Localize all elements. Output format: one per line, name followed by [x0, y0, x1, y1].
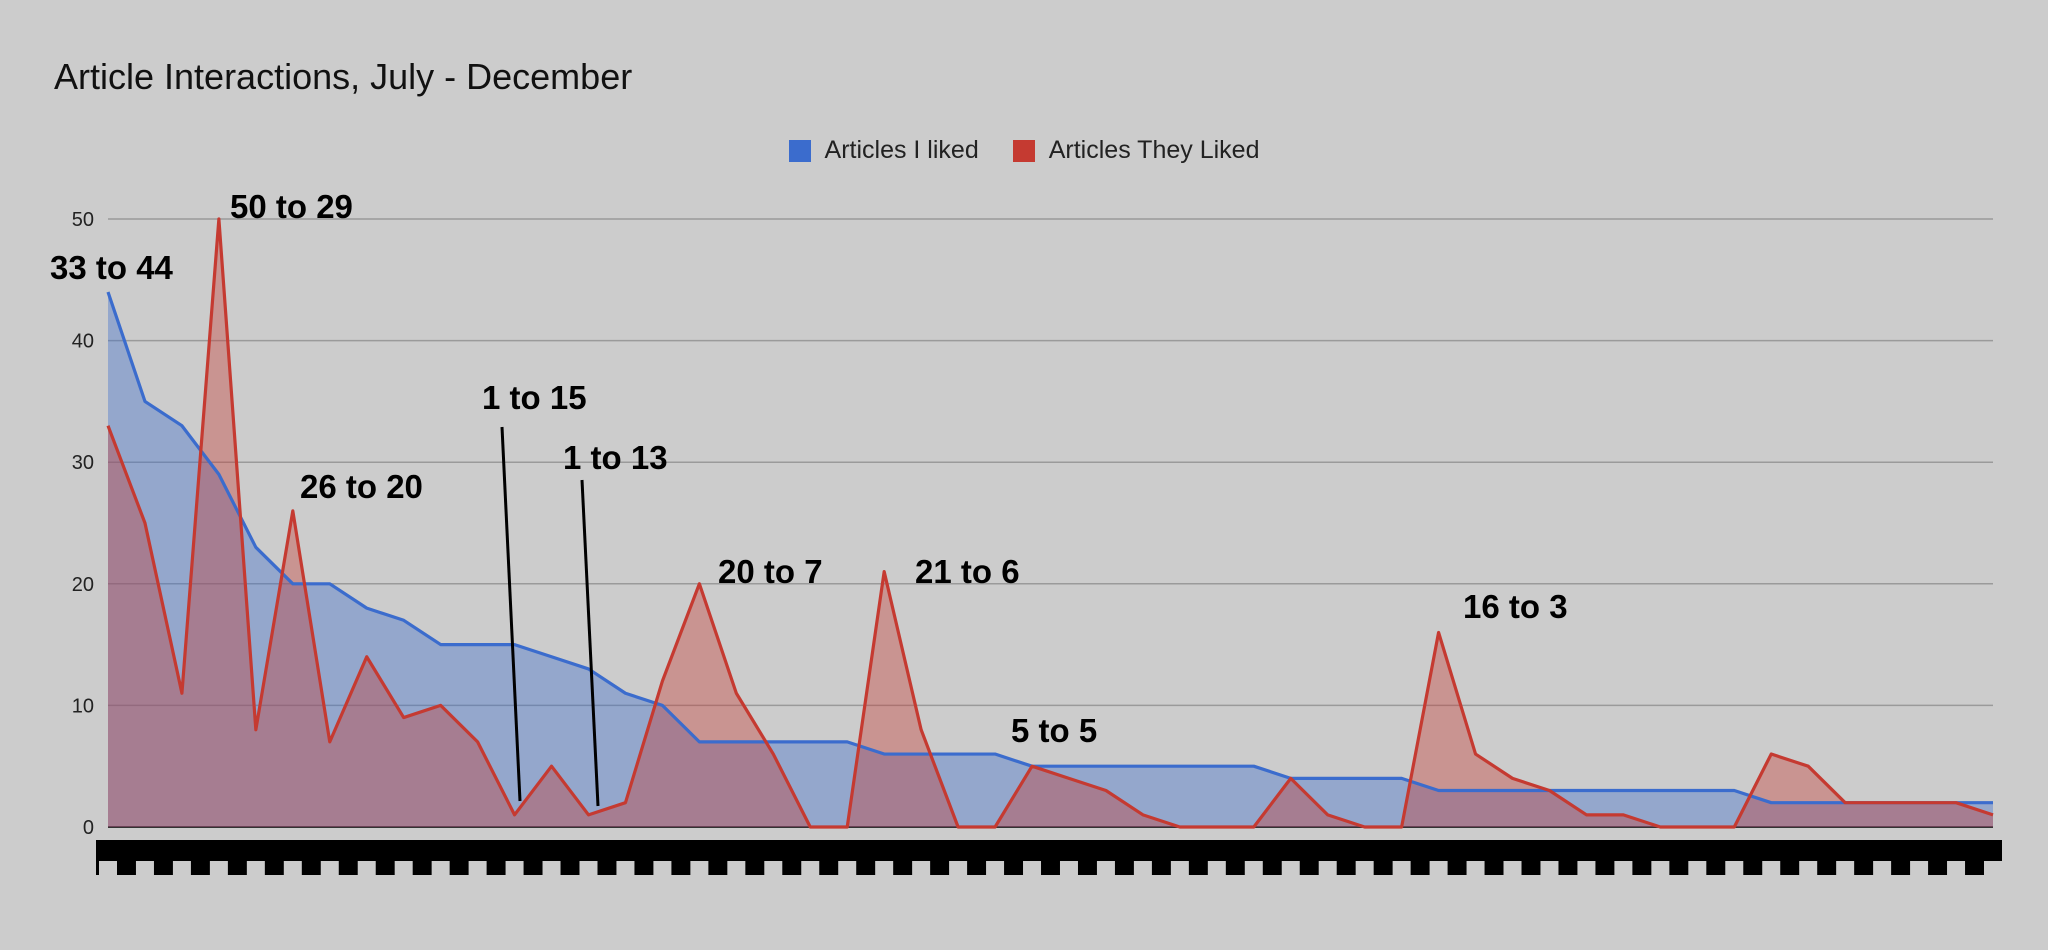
chart-title: Article Interactions, July - December: [54, 56, 633, 97]
legend-swatch-series-2: [1012, 139, 1035, 162]
y-tick-label-20: 20: [72, 574, 94, 596]
x-axis-tick-mark: [1023, 861, 1042, 875]
legend-label-series-2: Articles They Liked: [1048, 136, 1260, 164]
x-axis-tick-mark: [209, 861, 228, 875]
y-tick-label-0: 0: [83, 817, 94, 839]
annotation-label: 1 to 15: [482, 379, 587, 416]
x-axis-tick-mark: [1984, 861, 2002, 875]
x-axis-tick-mark: [1244, 861, 1263, 875]
x-axis-tick-mark: [579, 861, 598, 875]
x-axis-tick-mark: [394, 861, 413, 875]
x-axis-tick-mark: [1318, 861, 1337, 875]
y-tick-label-50: 50: [72, 209, 94, 231]
x-axis-tick-mark: [1799, 861, 1818, 875]
x-axis-tick-mark: [1392, 861, 1411, 875]
x-axis-tick-mark: [986, 861, 1005, 875]
legend-label-series-1: Articles I liked: [824, 136, 979, 164]
annotation-pointer-line: [580, 479, 600, 807]
x-axis-tick-mark: [1096, 861, 1115, 875]
x-axis-tick-mark: [1873, 861, 1892, 875]
x-axis-tick-mark: [1947, 861, 1966, 875]
x-axis-tick-mark: [135, 861, 154, 875]
series-1-line: [106, 291, 1993, 805]
annotation-label: 20 to 7: [718, 553, 823, 590]
x-axis-tick-mark: [1059, 861, 1078, 875]
x-axis-tick-mark: [1762, 861, 1781, 875]
x-axis-tick-mark: [1910, 861, 1929, 875]
x-axis-tick-mark: [505, 861, 524, 875]
annotation-label: 1 to 13: [563, 439, 668, 476]
x-axis-tick-mark: [1355, 861, 1374, 875]
y-tick-label-10: 10: [72, 695, 94, 717]
x-axis-tick-mark: [1503, 861, 1522, 875]
x-axis-tick-mark: [1207, 861, 1226, 875]
series-1-area: [108, 291, 1993, 828]
annotation-label: 21 to 6: [915, 553, 1020, 590]
x-axis-tick-mark: [875, 861, 894, 875]
x-axis-tick-mark: [653, 861, 672, 875]
x-axis-tick-mark: [616, 861, 635, 875]
x-axis-tick-mark: [690, 861, 709, 875]
x-axis-tick-mark: [1577, 861, 1596, 875]
x-axis-band: [96, 840, 2002, 875]
series-2-line: [106, 217, 1994, 829]
x-axis-tick-mark: [912, 861, 931, 875]
legend-item-series-1[interactable]: Articles I liked: [788, 136, 979, 165]
x-axis-tick-mark: [838, 861, 857, 875]
x-axis-tick-mark: [320, 861, 339, 875]
x-axis-tick-mark: [1540, 861, 1559, 875]
x-axis-tick-mark: [542, 861, 561, 875]
x-axis-tick-mark: [1614, 861, 1633, 875]
annotation-label: 50 to 29: [230, 188, 353, 225]
legend: Articles I liked Articles They Liked: [0, 136, 2048, 165]
legend-item-series-2[interactable]: Articles They Liked: [1012, 136, 1260, 165]
annotation-label: 16 to 3: [1463, 588, 1568, 625]
x-axis-tick-mark: [1466, 861, 1485, 875]
x-axis-tick-mark: [1429, 861, 1448, 875]
x-axis-tick-mark: [1725, 861, 1744, 875]
y-tick-label-30: 30: [72, 452, 94, 474]
x-axis-tick-mark: [1688, 861, 1707, 875]
x-axis-tick-mark: [1651, 861, 1670, 875]
x-axis-tick-mark: [468, 861, 487, 875]
legend-swatch-series-1: [788, 139, 811, 162]
y-tick-label-40: 40: [72, 331, 94, 353]
x-axis-tick-mark: [99, 861, 117, 875]
x-axis-tick-mark: [172, 861, 191, 875]
x-axis-tick-mark: [949, 861, 968, 875]
x-axis-tick-mark: [431, 861, 450, 875]
x-axis-tick-mark: [357, 861, 376, 875]
x-axis-tick-mark: [1133, 861, 1152, 875]
x-axis-tick-mark: [727, 861, 746, 875]
x-axis-tick-mark: [246, 861, 265, 875]
x-axis-tick-mark: [1836, 861, 1855, 875]
x-axis-tick-mark: [764, 861, 783, 875]
x-axis-tick-mark: [801, 861, 820, 875]
annotation-label: 33 to 44: [50, 249, 174, 286]
annotation-pointer-line: [500, 426, 522, 802]
x-axis-tick-mark: [1281, 861, 1300, 875]
annotation-label: 26 to 20: [300, 468, 423, 505]
x-axis-tick-mark: [1170, 861, 1189, 875]
annotation-label: 5 to 5: [1011, 712, 1097, 749]
x-axis-tick-mark: [283, 861, 302, 875]
